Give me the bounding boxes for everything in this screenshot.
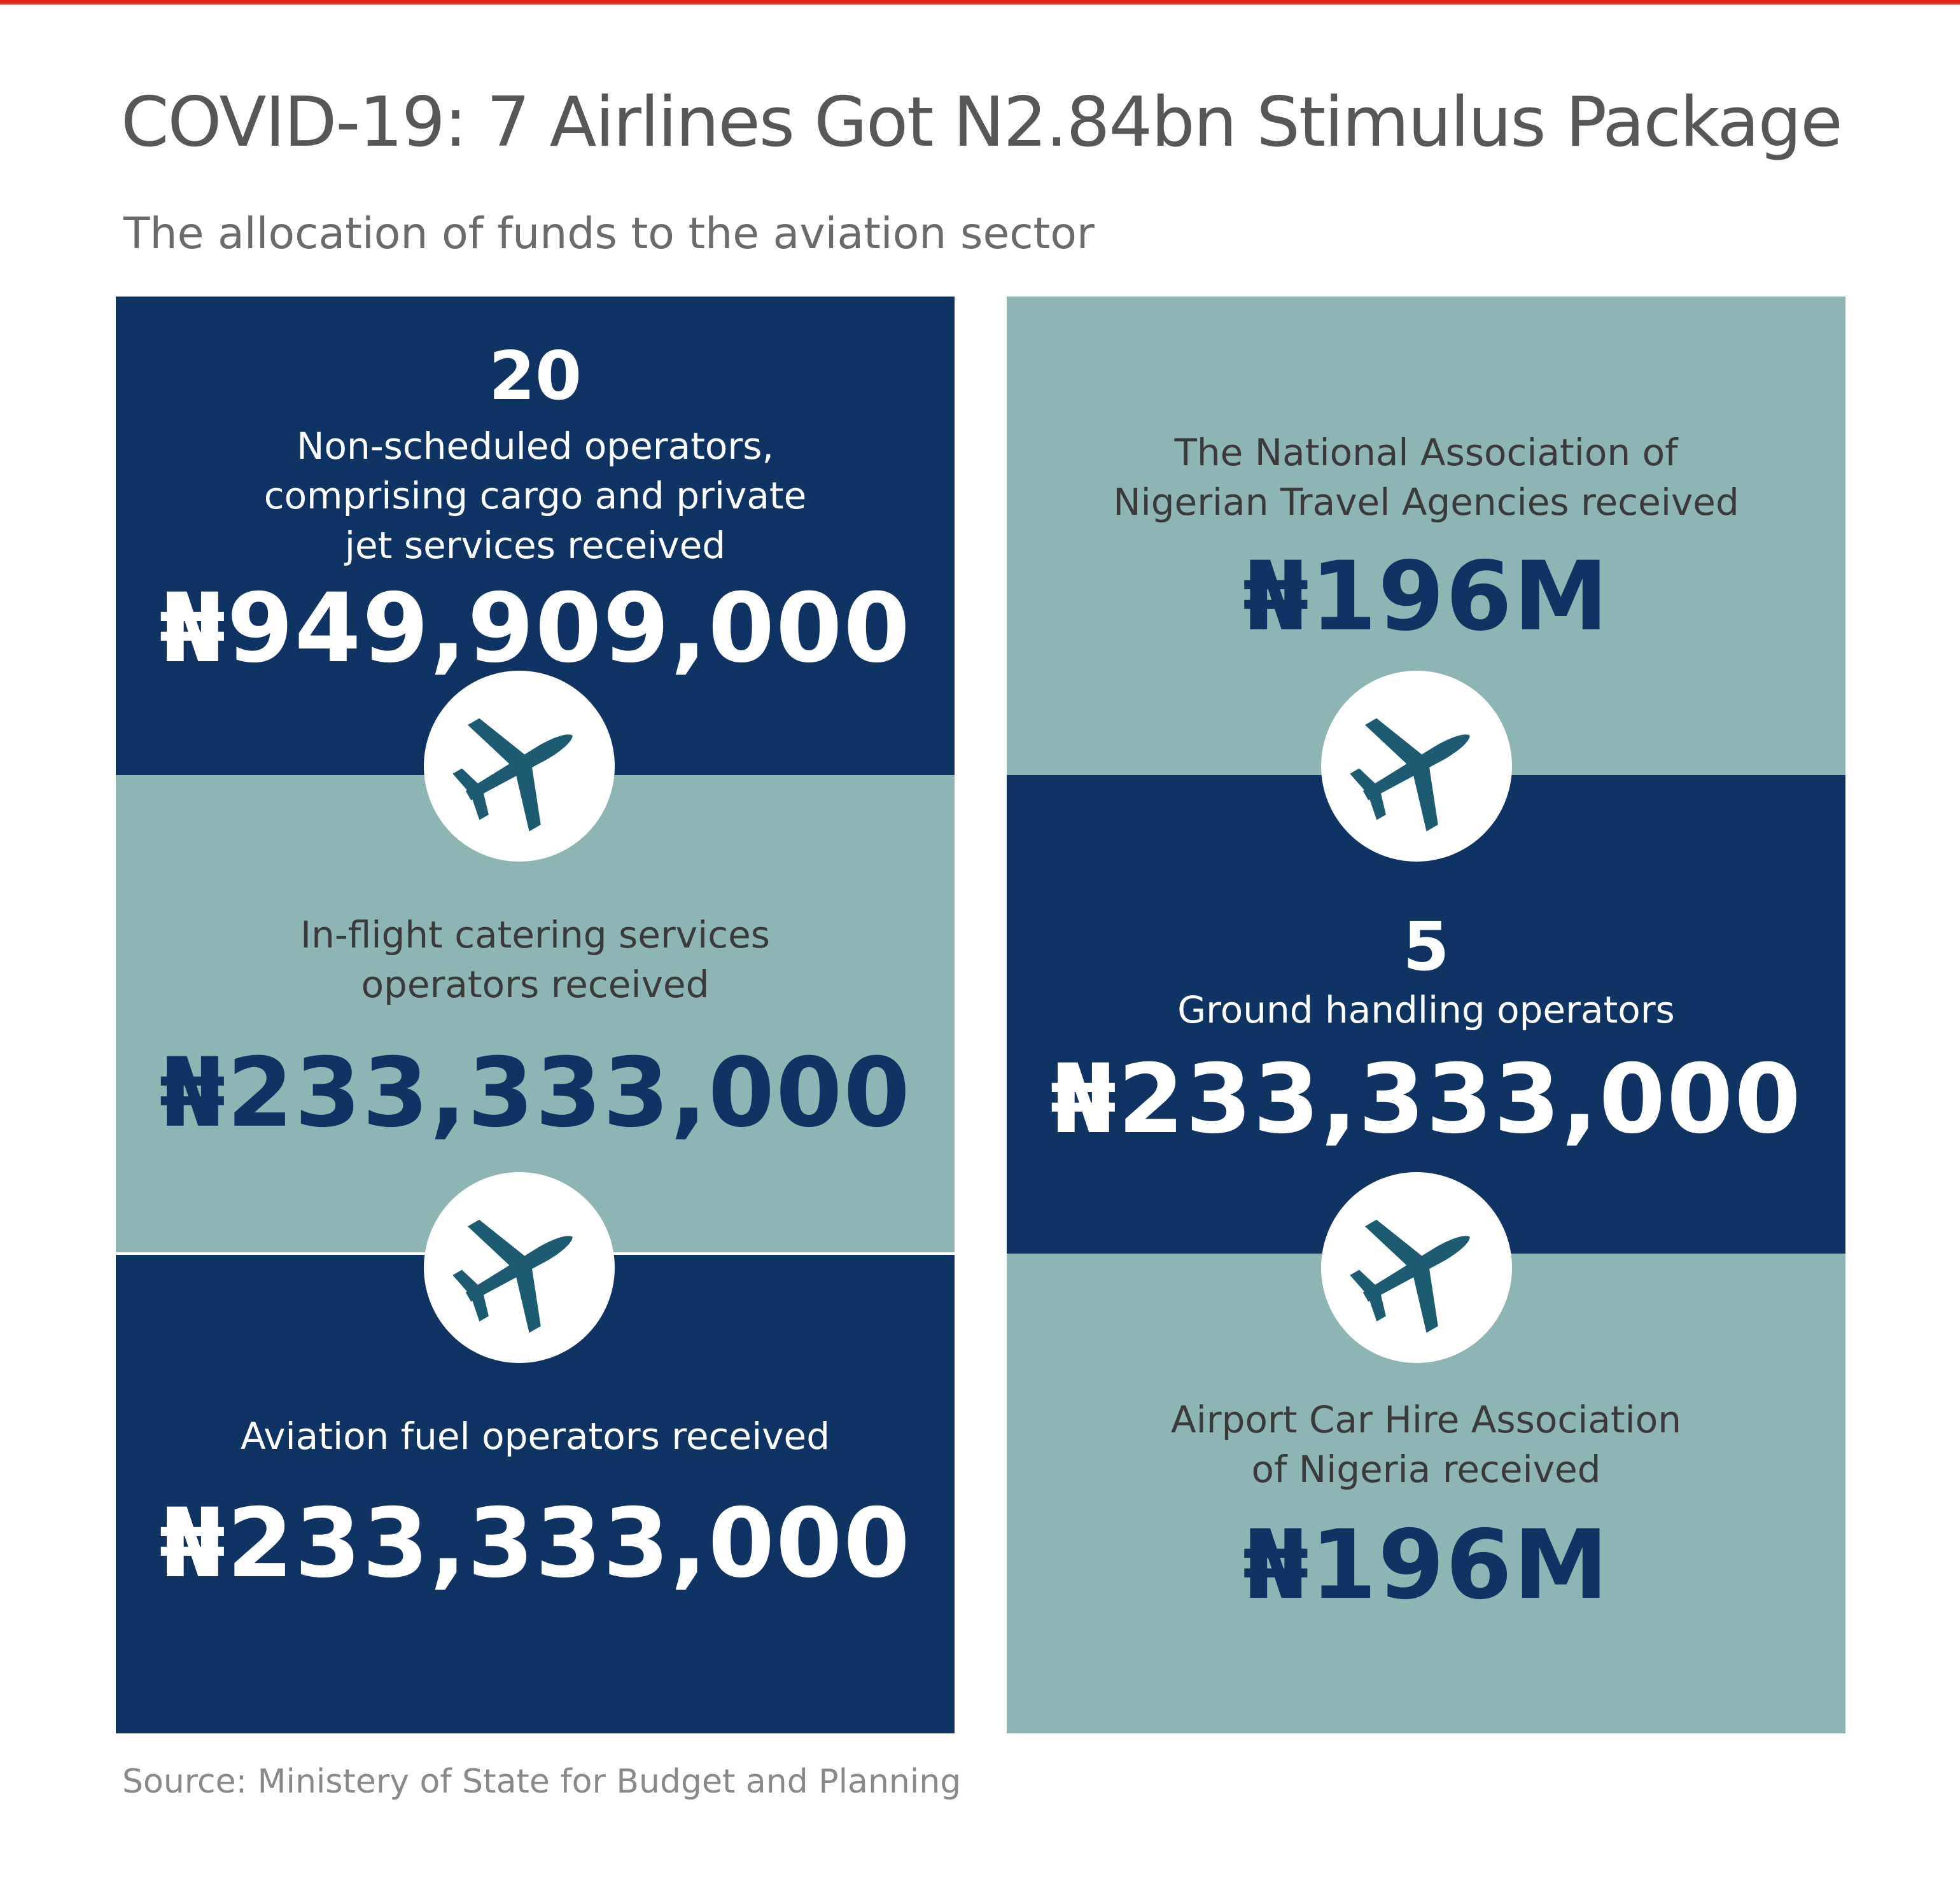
airplane-icon-circle [424,1172,615,1363]
ground-handling-count: 5 [1403,908,1450,986]
travel-agencies-description: The National Association of Nigerian Tra… [1113,431,1739,524]
inflight-catering-description: In-flight catering services operators re… [300,913,770,1006]
aviation-fuel-description: Aviation fuel operators received [240,1415,830,1458]
airplane-icon-circle [1321,671,1512,862]
airplane-icon [1350,1219,1470,1333]
car-hire-description: Airport Car Hire Association of Nigeria … [1171,1398,1681,1491]
non-scheduled-description: Non-scheduled operators, comprising carg… [263,424,807,567]
ground-handling-amount: ₦233,333,000 [1050,1044,1802,1155]
travel-agencies-amount: ₦196M [1242,542,1610,652]
page-title: COVID-19: 7 Airlines Got N2.84bn Stimulu… [121,83,1843,162]
airplane-icon [1350,718,1470,832]
page-subtitle: The allocation of funds to the aviation … [123,209,1095,259]
airplane-icon-circle [1321,1172,1512,1363]
airplane-icon [452,1219,573,1333]
airplane-icon [452,718,573,832]
top-accent-bar [0,0,1960,4]
ground-handling-description: Ground handling operators [1177,988,1675,1031]
non-scheduled-amount: ₦949,909,000 [159,573,911,684]
aviation-fuel-amount: ₦233,333,000 [159,1488,911,1599]
non-scheduled-count: 20 [488,337,582,415]
panel-car-hire-association: Airport Car Hire Association of Nigeria … [1007,1254,1845,1733]
airplane-icon-circle [424,671,615,862]
source-note: Source: Ministery of State for Budget an… [122,1763,962,1801]
inflight-catering-amount: ₦233,333,000 [159,1038,911,1149]
car-hire-amount: ₦196M [1242,1510,1610,1621]
